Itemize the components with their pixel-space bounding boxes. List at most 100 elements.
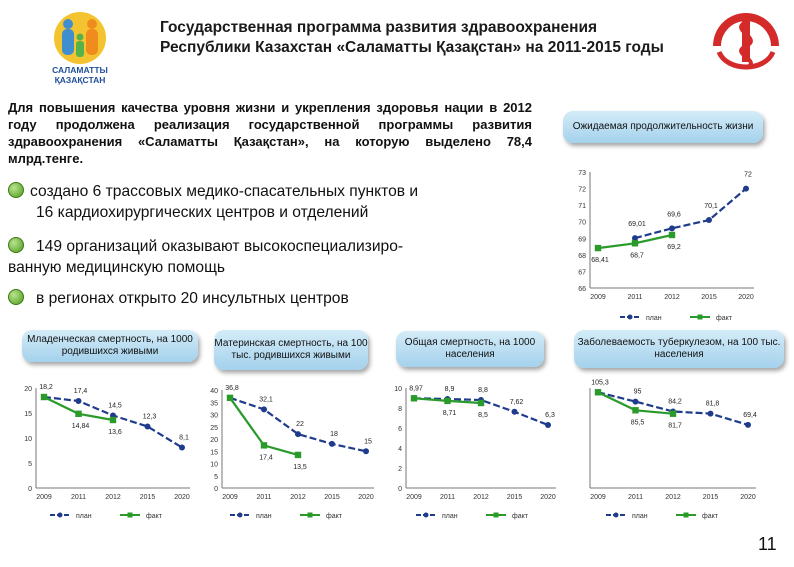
x-tick-label: 2020 xyxy=(540,494,556,501)
y-tick-label: 5 xyxy=(214,474,218,481)
x-tick-label: 2015 xyxy=(701,294,717,301)
data-label: 14,84 xyxy=(72,423,90,430)
data-point-факт xyxy=(444,397,451,405)
bullet-trauma-centers: создано 6 трассовых медико-спасательных … xyxy=(8,182,536,223)
series-line-план xyxy=(597,391,749,426)
data-point-план xyxy=(511,408,518,415)
data-label: 13,5 xyxy=(293,464,307,471)
y-tick-label: 73 xyxy=(578,170,586,177)
data-label: 68,7 xyxy=(630,252,644,259)
data-point-факт xyxy=(668,231,676,239)
legend-marker xyxy=(127,512,133,518)
y-tick-label: 10 xyxy=(210,462,218,469)
data-point-план xyxy=(669,225,675,232)
x-tick-label: 2012 xyxy=(473,494,489,501)
x-tick-label: 2015 xyxy=(324,494,340,501)
data-label: 18 xyxy=(330,431,338,438)
data-label: 8,1 xyxy=(179,435,189,442)
y-tick-label: 8 xyxy=(398,406,402,413)
y-tick-label: 0 xyxy=(398,486,402,493)
y-tick-label: 40 xyxy=(210,388,218,395)
infant-mortality-chart: 0 5 10 15 20 2009 2011 2012 2015 2020 18,2 17,4 14,5… xyxy=(24,384,190,520)
x-tick-label: 2020 xyxy=(174,494,190,501)
legend-label: план xyxy=(256,513,272,520)
data-point-план xyxy=(743,185,749,192)
data-label: 81,8 xyxy=(706,401,720,408)
x-tick-label: 2015 xyxy=(703,494,719,501)
y-tick-label: 0 xyxy=(214,486,218,493)
y-tick-label: 30 xyxy=(210,413,218,420)
data-label: 69,01 xyxy=(628,221,646,228)
data-label: 36,8 xyxy=(225,385,239,392)
data-point-факт xyxy=(631,240,639,247)
life-expectancy-chart: 66 67 68 69 70 71 72 73 2009 2011 2012 2015 2020 69,0… xyxy=(578,170,754,322)
data-point-факт xyxy=(109,416,117,424)
x-tick-label: 2011 xyxy=(440,494,455,501)
data-label: 6,3 xyxy=(545,412,555,419)
x-tick-label: 2011 xyxy=(628,494,643,501)
checkmark-icon xyxy=(8,237,24,253)
legend-marker xyxy=(613,512,619,518)
y-tick-label: 67 xyxy=(578,269,586,276)
ministry-emblem xyxy=(705,4,787,84)
legend-label: план xyxy=(646,315,662,322)
y-tick-label: 25 xyxy=(210,425,218,432)
y-tick-label: 68 xyxy=(578,253,586,260)
legend-label: план xyxy=(442,513,458,520)
x-tick-label: 2020 xyxy=(740,494,756,501)
data-point-план xyxy=(545,422,551,428)
legend-label: план xyxy=(76,513,92,520)
data-point-факт xyxy=(632,407,639,414)
x-tick-label: 2011 xyxy=(256,494,271,501)
data-label: 17,4 xyxy=(259,454,273,461)
x-tick-label: 2015 xyxy=(140,494,156,501)
data-point-факт xyxy=(477,399,485,407)
data-point-факт xyxy=(75,410,82,417)
data-point-план xyxy=(75,398,82,404)
y-tick-label: 10 xyxy=(24,436,32,443)
legend-marker xyxy=(683,512,689,518)
legend-label: факт xyxy=(512,513,529,520)
data-label: 68,41 xyxy=(591,257,609,264)
checkmark-icon xyxy=(8,289,24,305)
series-line-план xyxy=(229,396,367,453)
data-label: 8,97 xyxy=(409,385,423,392)
page-title: Государственная программа развития здрав… xyxy=(160,19,664,57)
x-tick-label: 2009 xyxy=(406,494,422,501)
data-label: 8,8 xyxy=(478,387,488,394)
y-tick-label: 35 xyxy=(210,400,218,407)
y-tick-label: 15 xyxy=(210,449,218,456)
chart-title-tb: Заболеваемость туберкулезом, на 100 тыс.… xyxy=(574,330,784,368)
data-label: 17,4 xyxy=(74,388,88,395)
chart-title-infant: Младенческая смертность, на 1000 родивши… xyxy=(22,330,198,362)
tuberculosis-chart: 2009 2011 2012 2015 2020 105,3 95 84,2 81,8 69,4 8… xyxy=(589,379,757,520)
data-point-план xyxy=(179,444,185,451)
data-point-план xyxy=(329,440,335,447)
y-tick-label: 70 xyxy=(578,220,586,227)
data-label: 70,1 xyxy=(704,203,718,210)
intro-paragraph: Для повышения качества уровня жизни и ук… xyxy=(8,100,532,166)
data-point-факт xyxy=(594,389,602,396)
x-tick-label: 2012 xyxy=(290,494,306,501)
x-tick-label: 2009 xyxy=(590,294,606,301)
y-tick-label: 10 xyxy=(394,386,402,393)
y-tick-label: 5 xyxy=(28,461,32,468)
y-tick-label: 6 xyxy=(398,426,402,433)
data-point-план xyxy=(363,448,369,455)
x-tick-label: 2009 xyxy=(222,494,238,501)
data-point-факт xyxy=(294,451,302,459)
data-label: 13,6 xyxy=(108,429,122,436)
x-tick-label: 2020 xyxy=(358,494,374,501)
legend-marker xyxy=(493,512,499,518)
series-line-план xyxy=(634,187,747,240)
legend-label: факт xyxy=(146,513,163,520)
x-tick-label: 2012 xyxy=(105,494,121,501)
data-point-факт xyxy=(410,395,418,402)
data-point-план xyxy=(295,431,301,438)
legend-marker xyxy=(697,314,703,320)
data-label: 95 xyxy=(634,389,642,396)
legend-label: факт xyxy=(702,513,719,520)
data-point-факт xyxy=(40,393,48,401)
legend-label: факт xyxy=(326,513,343,520)
x-tick-label: 2011 xyxy=(627,294,642,301)
